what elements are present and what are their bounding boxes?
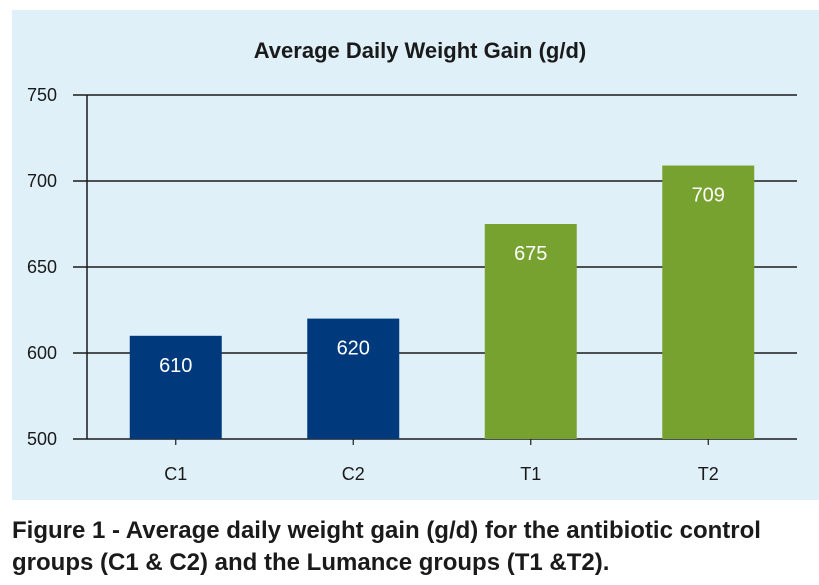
- bar-value-label: 610: [159, 355, 192, 377]
- bar-value-label: 675: [514, 243, 547, 265]
- y-tick-label: 600: [27, 343, 57, 363]
- bar-value-label: 709: [692, 185, 725, 207]
- x-tick-label: T1: [520, 464, 541, 484]
- x-tick-label: T2: [698, 464, 719, 484]
- bar-T2: [662, 165, 755, 439]
- x-tick-label: C1: [164, 464, 187, 484]
- y-tick-label: 700: [27, 171, 57, 191]
- bar-value-label: 620: [337, 338, 370, 360]
- y-tick-label: 750: [27, 85, 57, 105]
- chart-title: Average Daily Weight Gain (g/d): [254, 38, 587, 63]
- bar-C2: [307, 318, 400, 439]
- y-tick-label: 500: [27, 429, 57, 449]
- bars: 610 620 675 709: [129, 165, 755, 439]
- y-tick-label: 650: [27, 257, 57, 277]
- bar-chart: Average Daily Weight Gain (g/d) 500 600 65…: [27, 38, 797, 484]
- bar-C1: [129, 335, 222, 439]
- figure-caption: Figure 1 - Average daily weight gain (g/…: [12, 517, 761, 576]
- bar-T1: [484, 224, 577, 439]
- x-tick-label: C2: [342, 464, 365, 484]
- y-axis-ticks: 500 600 650 700 750: [27, 85, 57, 449]
- x-axis-ticks: C1 C2 T1 T2: [164, 439, 719, 484]
